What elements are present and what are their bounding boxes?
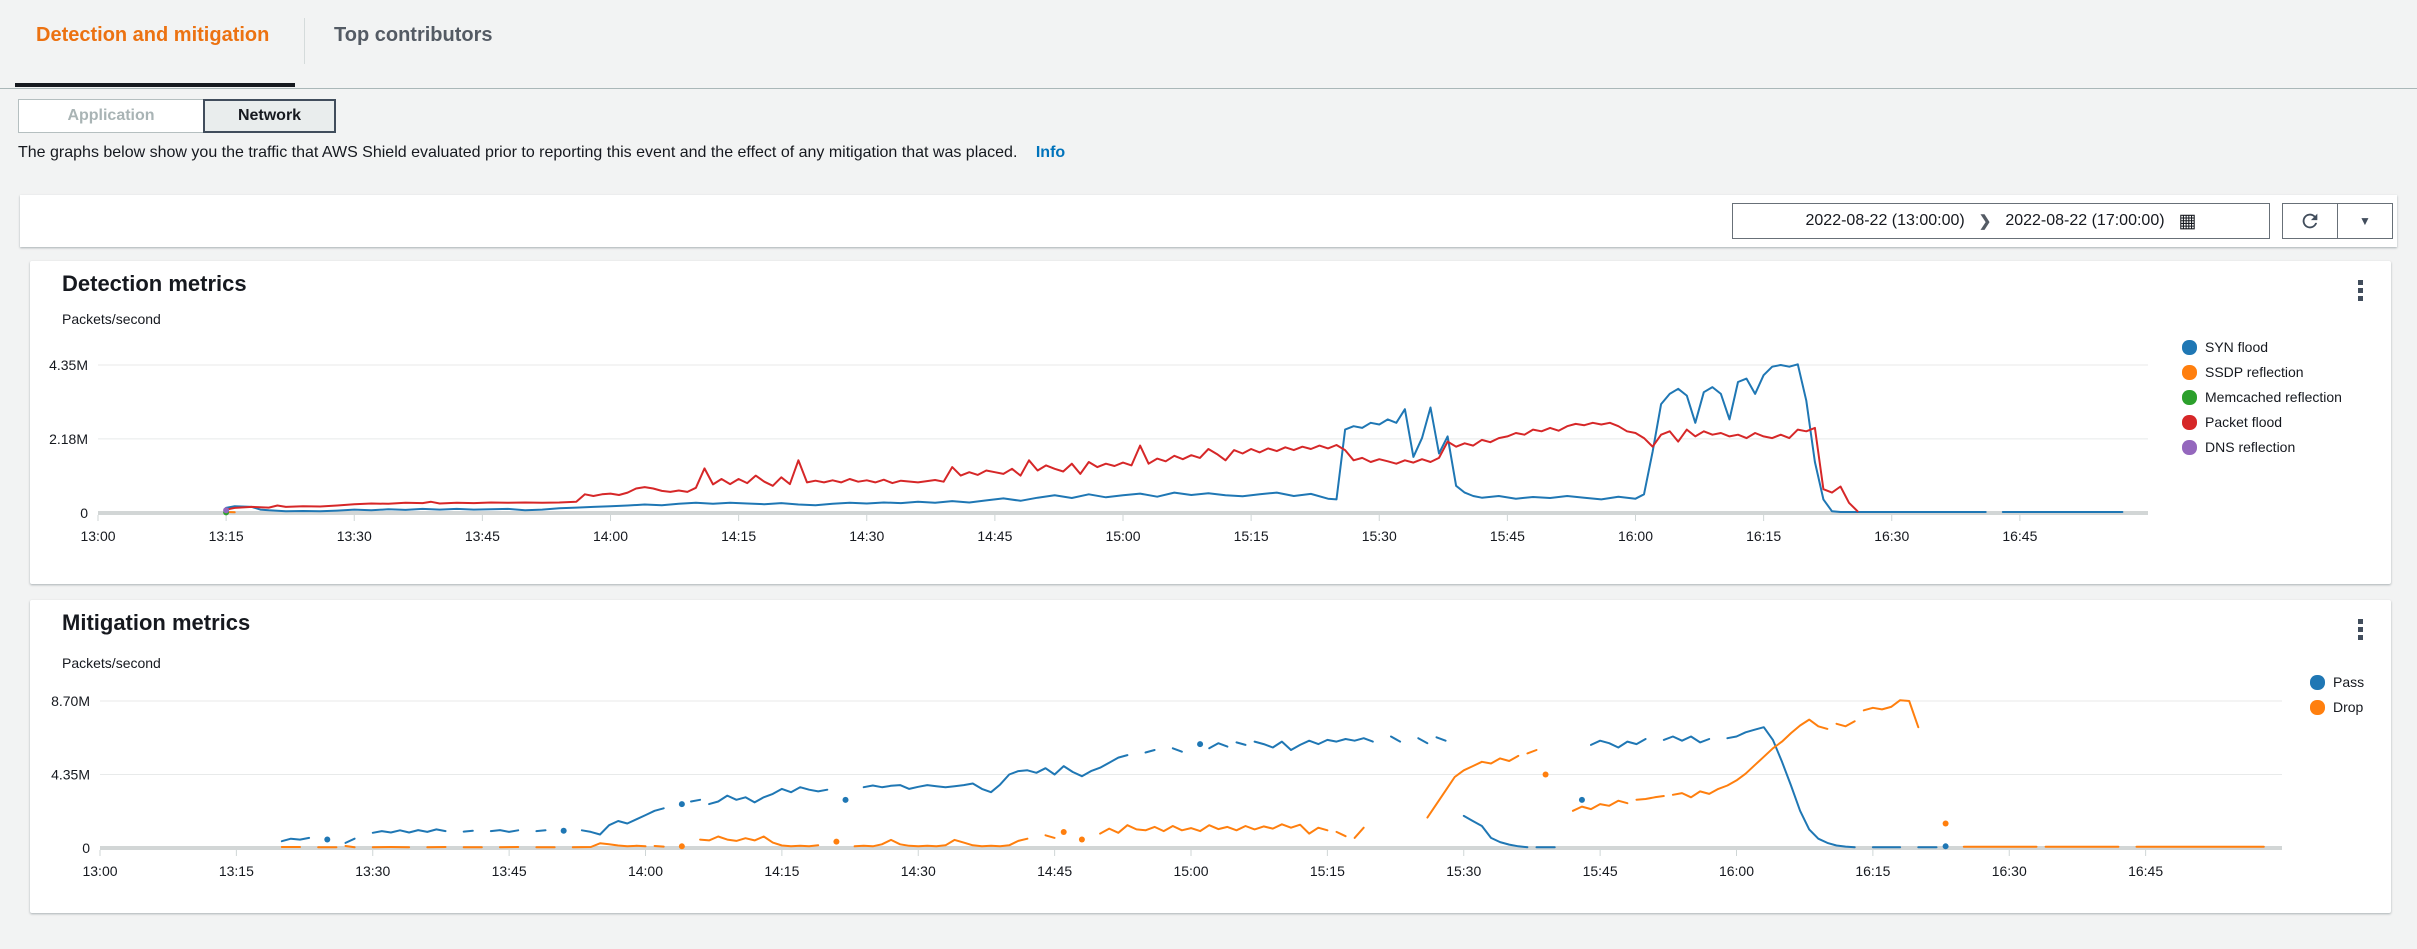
time-range-dropdown-button[interactable]: ▼	[2337, 203, 2393, 239]
svg-text:15:45: 15:45	[1490, 528, 1525, 544]
svg-text:15:00: 15:00	[1173, 863, 1208, 879]
svg-text:13:30: 13:30	[337, 528, 372, 544]
svg-text:15:30: 15:30	[1446, 863, 1481, 879]
refresh-icon	[2302, 213, 2318, 229]
legend-label: Memcached reflection	[2205, 389, 2342, 405]
legend-swatch	[2310, 699, 2325, 715]
calendar-icon: ▦	[2178, 210, 2197, 232]
svg-text:15:30: 15:30	[1362, 528, 1397, 544]
y-axis-label: Packets/second	[62, 655, 161, 671]
time-range-toolbar: 2022-08-22 (13:00:00) ❯ 2022-08-22 (17:0…	[20, 195, 2397, 247]
svg-text:4.35M: 4.35M	[49, 357, 88, 373]
chevron-right-icon: ❯	[1978, 213, 1992, 230]
page-description: The graphs below show you the traffic th…	[18, 144, 1065, 162]
legend-swatch	[2182, 364, 2197, 380]
chart-plot: 0 4.35M 8.70M 13:00 13:15 13:30 13:45 14:00 14:1…	[51, 693, 2282, 879]
caret-down-icon: ▼	[2359, 214, 2371, 228]
svg-text:14:15: 14:15	[764, 863, 799, 879]
detection-chart-legend: SYN flood SSDP reflection Memcached reflec…	[2182, 339, 2342, 464]
svg-text:2.18M: 2.18M	[49, 431, 88, 447]
svg-text:16:00: 16:00	[1618, 528, 1653, 544]
svg-text:14:00: 14:00	[628, 863, 663, 879]
legend-item[interactable]: Pass	[2310, 674, 2364, 690]
svg-text:13:00: 13:00	[82, 863, 117, 879]
date-range-picker[interactable]: 2022-08-22 (13:00:00) ❯ 2022-08-22 (17:0…	[1732, 203, 2270, 239]
kebab-icon	[2357, 279, 2363, 285]
legend-swatch	[2182, 439, 2197, 455]
svg-text:13:15: 13:15	[209, 528, 244, 544]
svg-text:13:00: 13:00	[80, 528, 115, 544]
panel-title: Detection metrics	[62, 271, 247, 296]
svg-text:15:15: 15:15	[1234, 528, 1269, 544]
description-text: The graphs below show you the traffic th…	[18, 144, 1018, 161]
tab-detection-and-mitigation[interactable]: Detection and mitigation	[36, 24, 270, 46]
panel-title: Mitigation metrics	[62, 610, 251, 635]
svg-text:14:15: 14:15	[721, 528, 756, 544]
legend-label: Drop	[2333, 699, 2364, 715]
kebab-icon	[2357, 618, 2363, 624]
tab-bar-rule	[0, 88, 2417, 89]
tab-top-contributors[interactable]: Top contributors	[334, 24, 493, 46]
svg-text:13:30: 13:30	[355, 863, 390, 879]
legend-swatch	[2310, 674, 2325, 690]
svg-text:14:00: 14:00	[593, 528, 628, 544]
svg-text:8.70M: 8.70M	[51, 693, 90, 709]
svg-text:14:30: 14:30	[849, 528, 884, 544]
legend-label: DNS reflection	[2205, 439, 2296, 455]
legend-item[interactable]: DNS reflection	[2182, 439, 2342, 455]
chart-plot: 0 2.18M 4.35M 13:00 13:15 13:30 13:45 14:00 14:1…	[49, 357, 2148, 544]
legend-label: Pass	[2333, 674, 2365, 690]
legend-item[interactable]: Drop	[2310, 699, 2364, 715]
legend-label: SSDP reflection	[2205, 364, 2304, 380]
svg-text:16:15: 16:15	[1855, 863, 1890, 879]
application-toggle-button[interactable]: Application	[18, 99, 204, 133]
refresh-button[interactable]	[2282, 203, 2338, 239]
svg-text:13:15: 13:15	[219, 863, 254, 879]
svg-text:15:45: 15:45	[1583, 863, 1618, 879]
legend-item[interactable]: Packet flood	[2182, 414, 2342, 430]
application-network-toggle: Application Network	[18, 99, 336, 133]
detection-chart-canvas: 0 2.18M 4.35M 13:00 13:15 13:30 13:45 14:00 14:1…	[49, 345, 2148, 547]
y-axis-label: Packets/second	[62, 311, 161, 327]
svg-text:16:45: 16:45	[2002, 528, 2037, 544]
legend-item[interactable]: SSDP reflection	[2182, 364, 2342, 380]
tab-divider	[304, 18, 305, 64]
detection-metrics-panel: Detection metrics Packets/second 0 2.18M 4…	[30, 261, 2391, 584]
svg-text:14:45: 14:45	[1037, 863, 1072, 879]
svg-text:16:45: 16:45	[2128, 863, 2163, 879]
svg-text:15:15: 15:15	[1310, 863, 1345, 879]
svg-text:14:30: 14:30	[901, 863, 936, 879]
svg-text:16:30: 16:30	[1992, 863, 2027, 879]
svg-text:16:15: 16:15	[1746, 528, 1781, 544]
mitigation-chart-canvas: 0 4.35M 8.70M 13:00 13:15 13:30 13:45 14:00 14:1…	[51, 688, 2282, 882]
date-range-start: 2022-08-22 (13:00:00)	[1805, 212, 1965, 229]
svg-text:4.35M: 4.35M	[51, 767, 90, 783]
svg-text:16:30: 16:30	[1874, 528, 1909, 544]
tab-bar: Detection and mitigation Top contributor…	[0, 0, 2417, 90]
legend-label: Packet flood	[2205, 414, 2283, 430]
legend-swatch	[2182, 414, 2197, 430]
svg-text:0: 0	[80, 505, 88, 521]
active-tab-indicator	[15, 83, 295, 87]
svg-text:0: 0	[82, 840, 90, 856]
info-link[interactable]: Info	[1035, 144, 1066, 161]
network-toggle-button[interactable]: Network	[203, 99, 336, 133]
panel-actions-menu-button[interactable]	[2347, 614, 2373, 644]
svg-text:14:45: 14:45	[977, 528, 1012, 544]
mitigation-metrics-panel: Mitigation metrics Packets/second 0 4.35M…	[30, 600, 2391, 913]
legend-item[interactable]: SYN flood	[2182, 339, 2342, 355]
svg-text:13:45: 13:45	[465, 528, 500, 544]
legend-swatch	[2182, 339, 2197, 355]
panel-actions-menu-button[interactable]	[2347, 275, 2373, 305]
legend-label: SYN flood	[2205, 339, 2269, 355]
mitigation-chart-legend: Pass Drop	[2310, 674, 2364, 724]
svg-text:15:00: 15:00	[1105, 528, 1140, 544]
svg-text:16:00: 16:00	[1719, 863, 1754, 879]
legend-item[interactable]: Memcached reflection	[2182, 389, 2342, 405]
svg-text:13:45: 13:45	[492, 863, 527, 879]
legend-swatch	[2182, 389, 2197, 405]
date-range-end: 2022-08-22 (17:00:00)	[2005, 212, 2165, 229]
